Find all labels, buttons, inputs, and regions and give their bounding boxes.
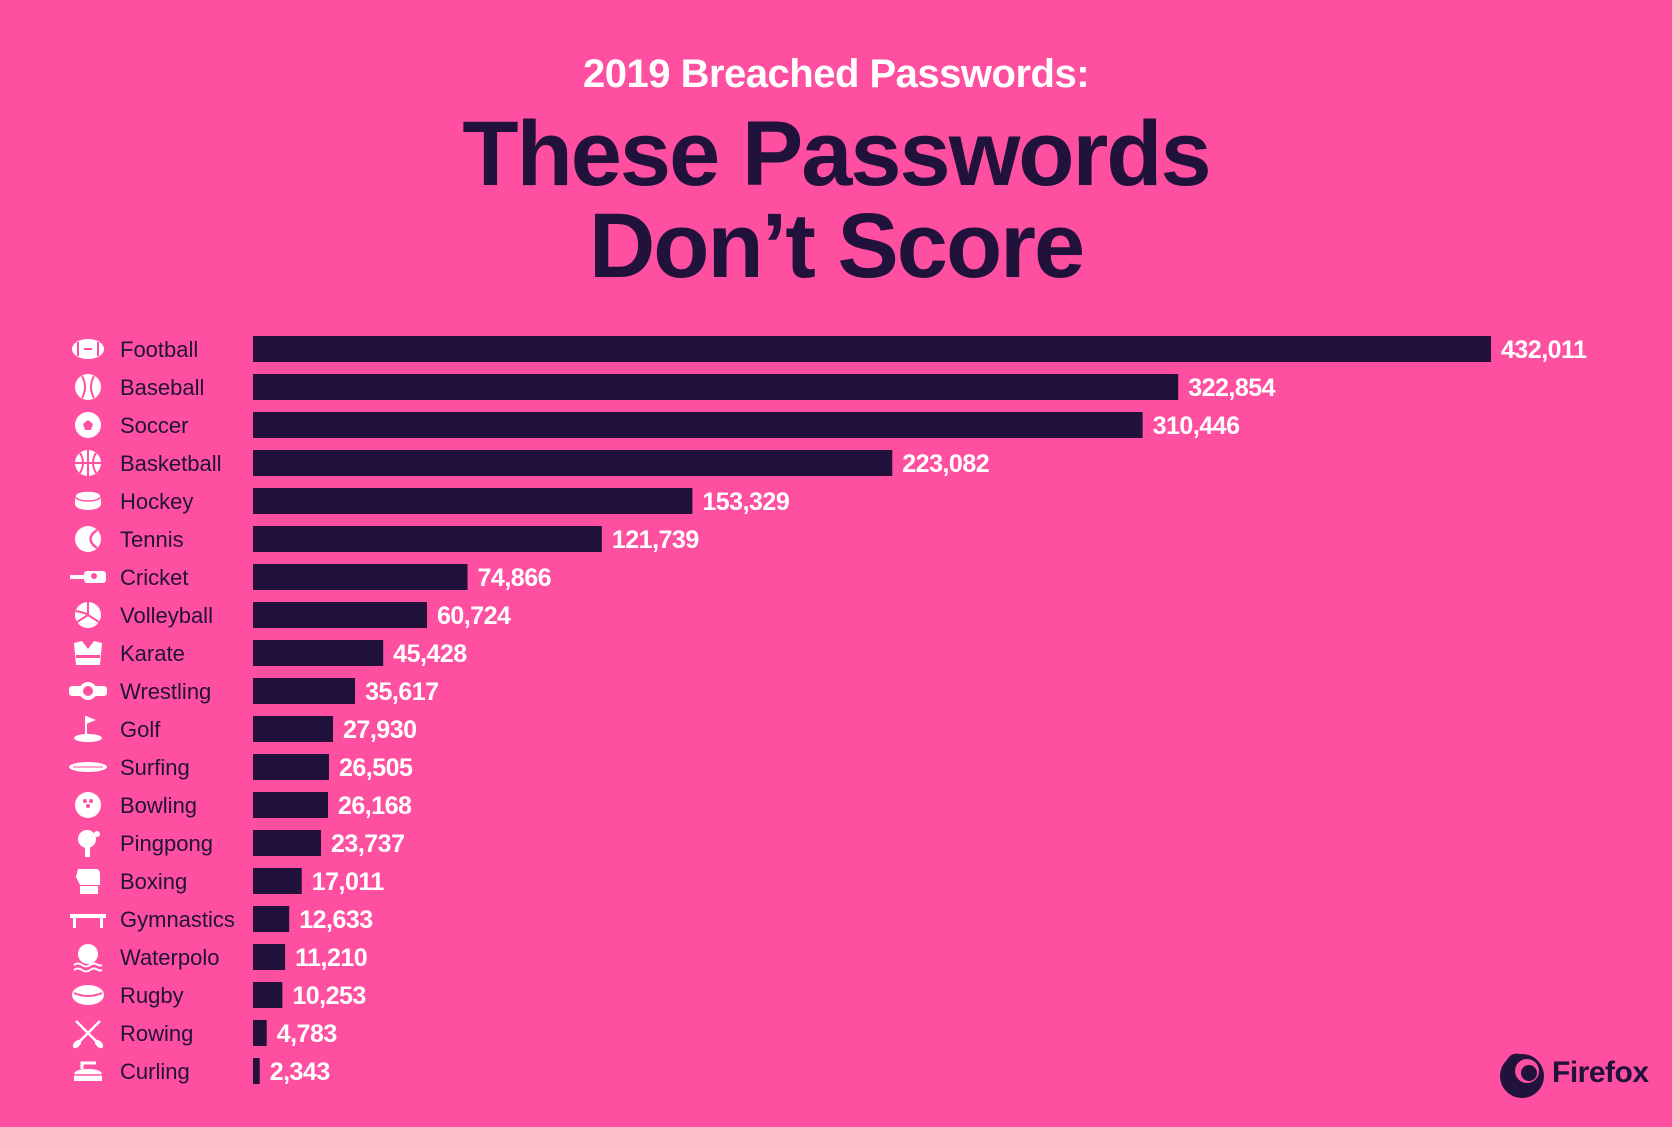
bar [253,412,1143,438]
bar [253,1058,260,1084]
cricket-bat-icon [70,571,106,583]
category-label: Soccer [120,413,188,438]
value-label: 121,739 [612,526,699,554]
title-line-1: These Passwords [462,103,1211,205]
bar [253,640,384,666]
bar [253,678,356,704]
bar [253,564,468,590]
pingpong-paddle-icon [78,830,100,857]
value-label: 322,854 [1188,374,1275,402]
category-label: Basketball [120,451,222,476]
bar [253,488,693,514]
bar [253,526,602,552]
rowing-oars-icon [72,1020,104,1049]
value-label: 10,253 [292,982,365,1010]
hockey-puck-icon [74,490,102,510]
category-label: Hockey [120,489,193,514]
curling-stone-icon [74,1061,102,1081]
value-label: 74,866 [478,564,551,592]
value-label: 26,505 [339,754,413,782]
bar [253,944,286,970]
value-label: 17,011 [312,868,385,896]
value-label: 23,737 [331,830,404,858]
rugby-ball-icon [72,985,104,1005]
firefox-icon [1500,1053,1544,1098]
basketball-icon [75,450,101,476]
value-label: 310,446 [1153,412,1240,440]
value-label: 432,011 [1501,336,1587,364]
category-label: Waterpolo [120,945,219,970]
category-label: Surfing [120,755,190,780]
bar [253,792,328,818]
category-label: Wrestling [120,679,211,704]
value-label: 26,168 [338,792,412,820]
bar [253,374,1179,400]
value-label: 27,930 [343,716,416,744]
value-label: 223,082 [902,450,989,478]
category-label: Rowing [120,1021,193,1046]
category-label: Volleyball [120,603,213,628]
category-label: Karate [120,641,185,666]
firefox-wordmark: Firefox [1552,1056,1649,1089]
value-label: 11,210 [295,944,367,972]
category-label: Curling [120,1059,190,1084]
value-label: 4,783 [277,1020,337,1048]
bar [253,716,334,742]
value-label: 153,329 [702,488,789,516]
soccer-ball-icon [75,412,101,438]
category-label: Baseball [120,375,204,400]
gymnastics-beam-icon [70,914,106,928]
surfboard-icon [69,762,107,772]
value-label: 60,724 [437,602,511,630]
wrestling-belt-icon [69,682,107,700]
category-label: Pingpong [120,831,213,856]
volleyball-icon [75,602,101,628]
chart-title: These Passwords Don’t Score [0,108,1672,292]
bar [253,830,322,856]
bar [253,450,893,476]
bar [253,982,283,1008]
bar [253,336,1491,362]
karate-gi-icon [74,641,102,665]
category-label: Bowling [120,793,197,818]
category-label: Cricket [120,565,188,590]
bar [253,602,428,628]
bar [253,868,302,894]
category-label: Golf [120,717,161,742]
category-label: Football [120,337,198,362]
value-label: 2,343 [270,1058,330,1086]
chart-subtitle: 2019 Breached Passwords: [582,52,1090,96]
category-label: Tennis [120,527,184,552]
category-label: Rugby [120,983,184,1008]
baseball-icon [75,374,101,400]
bar [253,1020,267,1046]
value-label: 35,617 [365,678,438,706]
boxing-glove-icon [76,869,100,894]
bowling-ball-icon [75,792,101,818]
waterpolo-ball-icon [73,944,103,973]
tennis-ball-icon [75,526,101,552]
bar [253,754,329,780]
category-label: Gymnastics [120,907,235,932]
bar [253,906,290,932]
firefox-logo: Firefox [1496,1048,1649,1100]
golf-flag-icon [74,716,102,742]
category-label: Boxing [120,869,187,894]
football-icon [72,339,104,359]
value-label: 12,633 [299,906,372,934]
value-label: 45,428 [393,640,467,668]
title-line-2: Don’t Score [588,195,1085,297]
